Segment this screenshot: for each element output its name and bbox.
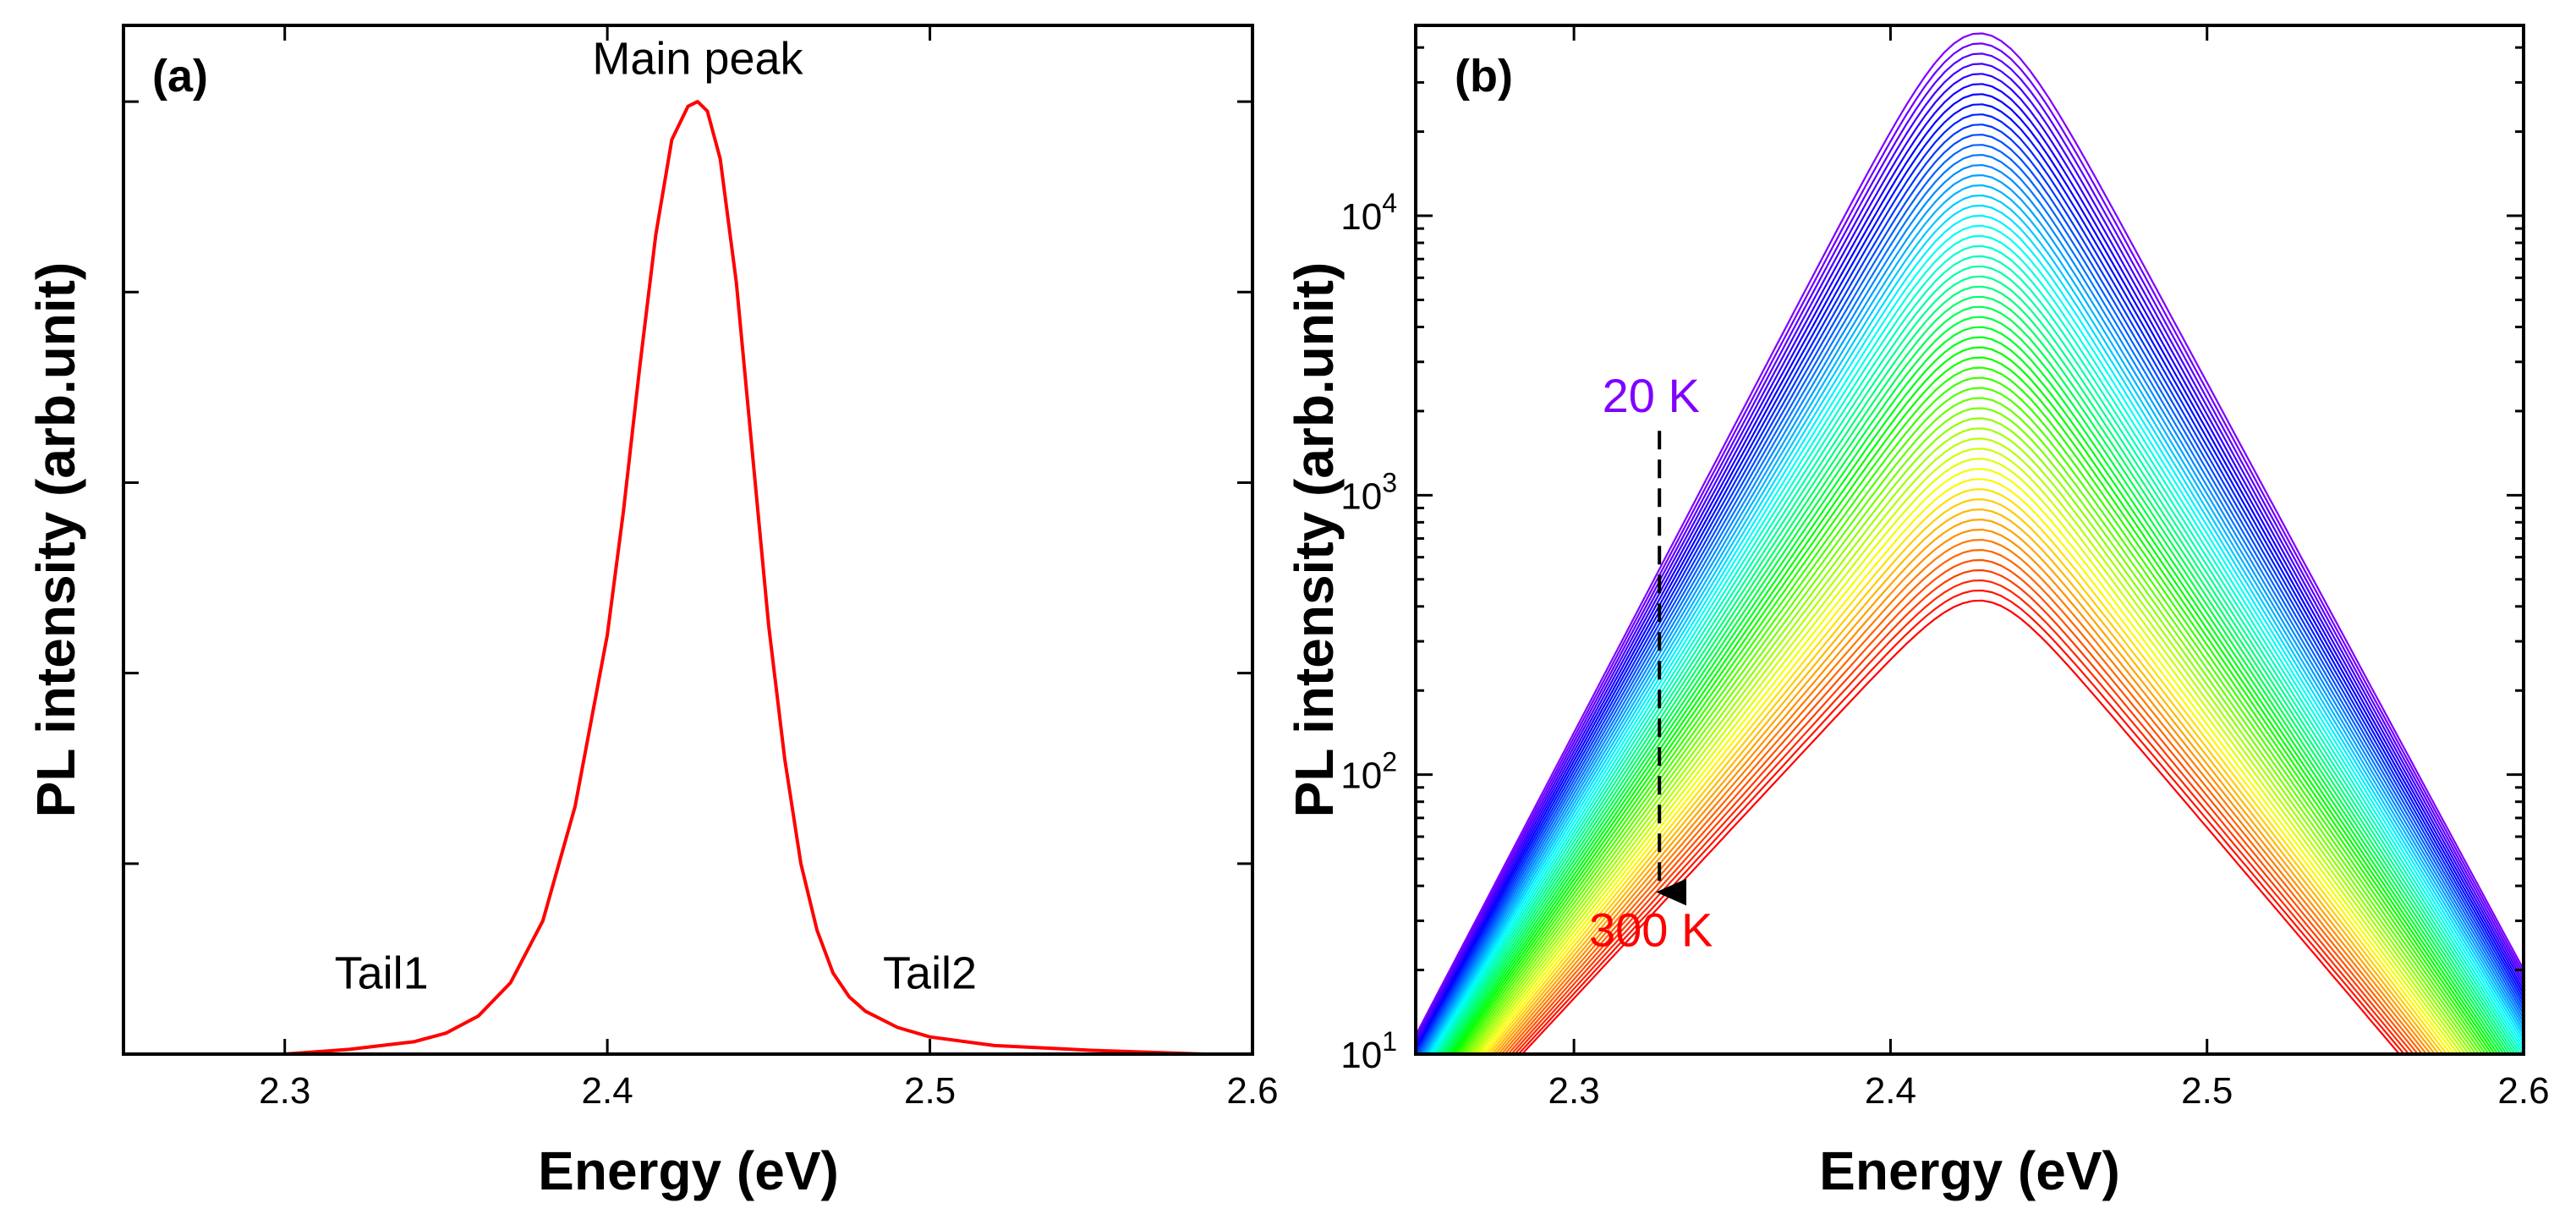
panel-b-spectrum-curve — [1488, 498, 2445, 1054]
panel-b-y-tick-label: 104 — [1340, 188, 1397, 238]
panel-b-spectrum-curve — [1469, 427, 2470, 1054]
panel-a-tick-labels: 2.3 2.4 2.5 2.6 — [259, 1070, 1278, 1112]
panel-b-y-tick-label: 103 — [1340, 467, 1397, 517]
panel-b-x-tick-label: 2.6 — [2497, 1070, 2549, 1112]
start-temperature-label: 20 K — [1603, 369, 1700, 422]
panel-b-spectrum-curve — [1439, 275, 2517, 1054]
panel-b-spectrum-curve — [1494, 519, 2436, 1054]
panel-b-spectrum-curve — [1435, 255, 2522, 1054]
panel-b-spectrum-curve — [1416, 83, 2524, 1049]
panel-b-spectrum-curve — [1458, 376, 2487, 1054]
panel-b-label: (b) — [1455, 51, 1513, 102]
panel-b-spectrum-curve — [1474, 448, 2464, 1054]
panel-a-x-tick-label: 2.3 — [259, 1070, 310, 1112]
panel-b-x-tick-label: 2.5 — [2181, 1070, 2233, 1112]
panel-b-spectrum-curve — [1462, 397, 2480, 1054]
panel-a-y-axis-label: PL intensity (arb.unit) — [25, 262, 86, 818]
panel-b-spectrum-curve — [1416, 42, 2524, 1041]
panel-b-spectrum-curve — [1437, 265, 2519, 1054]
panel-b-spectrum-curve — [1430, 224, 2524, 1054]
panel-b-spectrum-curve — [1460, 387, 2484, 1054]
panel-b-spectrum-curve — [1503, 549, 2424, 1054]
panel-a-x-tick-label: 2.4 — [582, 1070, 633, 1112]
panel-b-spectrum-curve — [1467, 417, 2474, 1054]
panel-b-spectrum-curve — [1422, 174, 2524, 1054]
panel-b-spectrum-curve — [1480, 468, 2456, 1054]
panel-b-spectrum-curve — [1416, 52, 2524, 1042]
panel-b-spectrum-curve — [1442, 295, 2511, 1054]
panel-b-spectrum-curve — [1499, 539, 2428, 1054]
panel-a-x-axis-label: Energy (eV) — [538, 1140, 839, 1201]
panel-b-spectrum-curve — [1433, 244, 2524, 1054]
panel-a-x-tick-label: 2.5 — [904, 1070, 956, 1112]
panel-b-y-axis-label: PL intensity (arb.unit) — [1284, 262, 1345, 818]
panel-b-spectrum-curve — [1424, 184, 2524, 1054]
panel-b-spectrum-curve — [1446, 316, 2505, 1054]
panel-b-spectrum-curve — [1454, 356, 2493, 1054]
panel-b-spectrum-curve — [1521, 599, 2401, 1054]
panel-b-spectrum-curve — [1485, 488, 2448, 1054]
panel-a: (a) 2.3 2.4 2.5 2.6 Main peak Tail1 Tail2 E… — [25, 24, 1279, 1201]
tail1-annotation: Tail1 — [335, 948, 429, 998]
panel-b-spectrum-curve — [1428, 214, 2524, 1054]
panel-a-label: (a) — [152, 51, 208, 102]
panel-b-spectra — [1416, 32, 2524, 1054]
panel-b-spectrum-curve — [1477, 458, 2460, 1054]
panel-a-ticks — [123, 25, 1254, 1054]
panel-b-spectrum-curve — [1432, 234, 2524, 1054]
panel-b-spectrum-curve — [1427, 204, 2524, 1054]
panel-b-spectrum-curve — [1417, 134, 2524, 1054]
panel-b-frame — [1414, 24, 2525, 1056]
panel-a-pl-curve — [284, 100, 1204, 1056]
panel-a-x-tick-label: 2.6 — [1226, 1070, 1278, 1112]
panel-b-x-tick-label: 2.3 — [1548, 1070, 1600, 1112]
panel-b-spectrum-curve — [1416, 63, 2524, 1045]
panel-b-spectrum-curve — [1416, 124, 2524, 1054]
panel-b-spectrum-curve — [1416, 113, 2524, 1054]
panel-b-spectrum-curve — [1491, 508, 2441, 1054]
panel-b-x-axis-label: Energy (eV) — [1819, 1140, 2120, 1201]
panel-b-spectrum-curve — [1440, 285, 2513, 1054]
panel-b-spectrum-curve — [1510, 569, 2415, 1054]
tail2-annotation: Tail2 — [883, 948, 977, 998]
panel-b-spectrum-curve — [1425, 194, 2524, 1054]
panel-b-spectrum-curve — [1513, 579, 2410, 1054]
panel-b-x-tick-label: 2.4 — [1865, 1070, 1916, 1112]
panel-b-spectrum-curve — [1451, 346, 2497, 1054]
panel-b-spectrum-curve — [1416, 32, 2524, 1038]
panel-b-spectrum-curve — [1465, 407, 2477, 1054]
panel-b-spectrum-curve — [1416, 103, 2524, 1054]
panel-b-spectrum-curve — [1450, 336, 2499, 1054]
panel-b-tick-labels: 2.3 2.4 2.5 2.6 101 102 103 104 — [1340, 188, 2549, 1112]
panel-b-spectrum-curve — [1517, 589, 2406, 1054]
panel-b-spectrum-curve — [1483, 478, 2453, 1054]
end-temperature-label: 300 K — [1589, 903, 1713, 956]
panel-a-frame — [122, 24, 1254, 1056]
panel-b-y-tick-label: 101 — [1340, 1026, 1397, 1076]
panel-b-spectrum-curve — [1497, 529, 2432, 1054]
panel-b-spectrum-curve — [1444, 305, 2508, 1054]
panel-b-y-tick-label: 102 — [1340, 747, 1397, 797]
panel-b-spectrum-curve — [1418, 144, 2524, 1054]
panel-b-spectrum-curve — [1421, 164, 2524, 1054]
panel-b-spectrum-curve — [1448, 326, 2502, 1054]
panel-b-spectrum-curve — [1506, 558, 2420, 1054]
panel-b-spectrum-curve — [1455, 366, 2491, 1054]
panel-b-spectrum-curve — [1420, 154, 2524, 1054]
main-peak-annotation: Main peak — [592, 33, 803, 84]
panel-b-spectrum-curve — [1416, 93, 2524, 1052]
panel-b-spectrum-curve — [1416, 73, 2524, 1047]
panel-b-spectrum-curve — [1472, 437, 2467, 1054]
